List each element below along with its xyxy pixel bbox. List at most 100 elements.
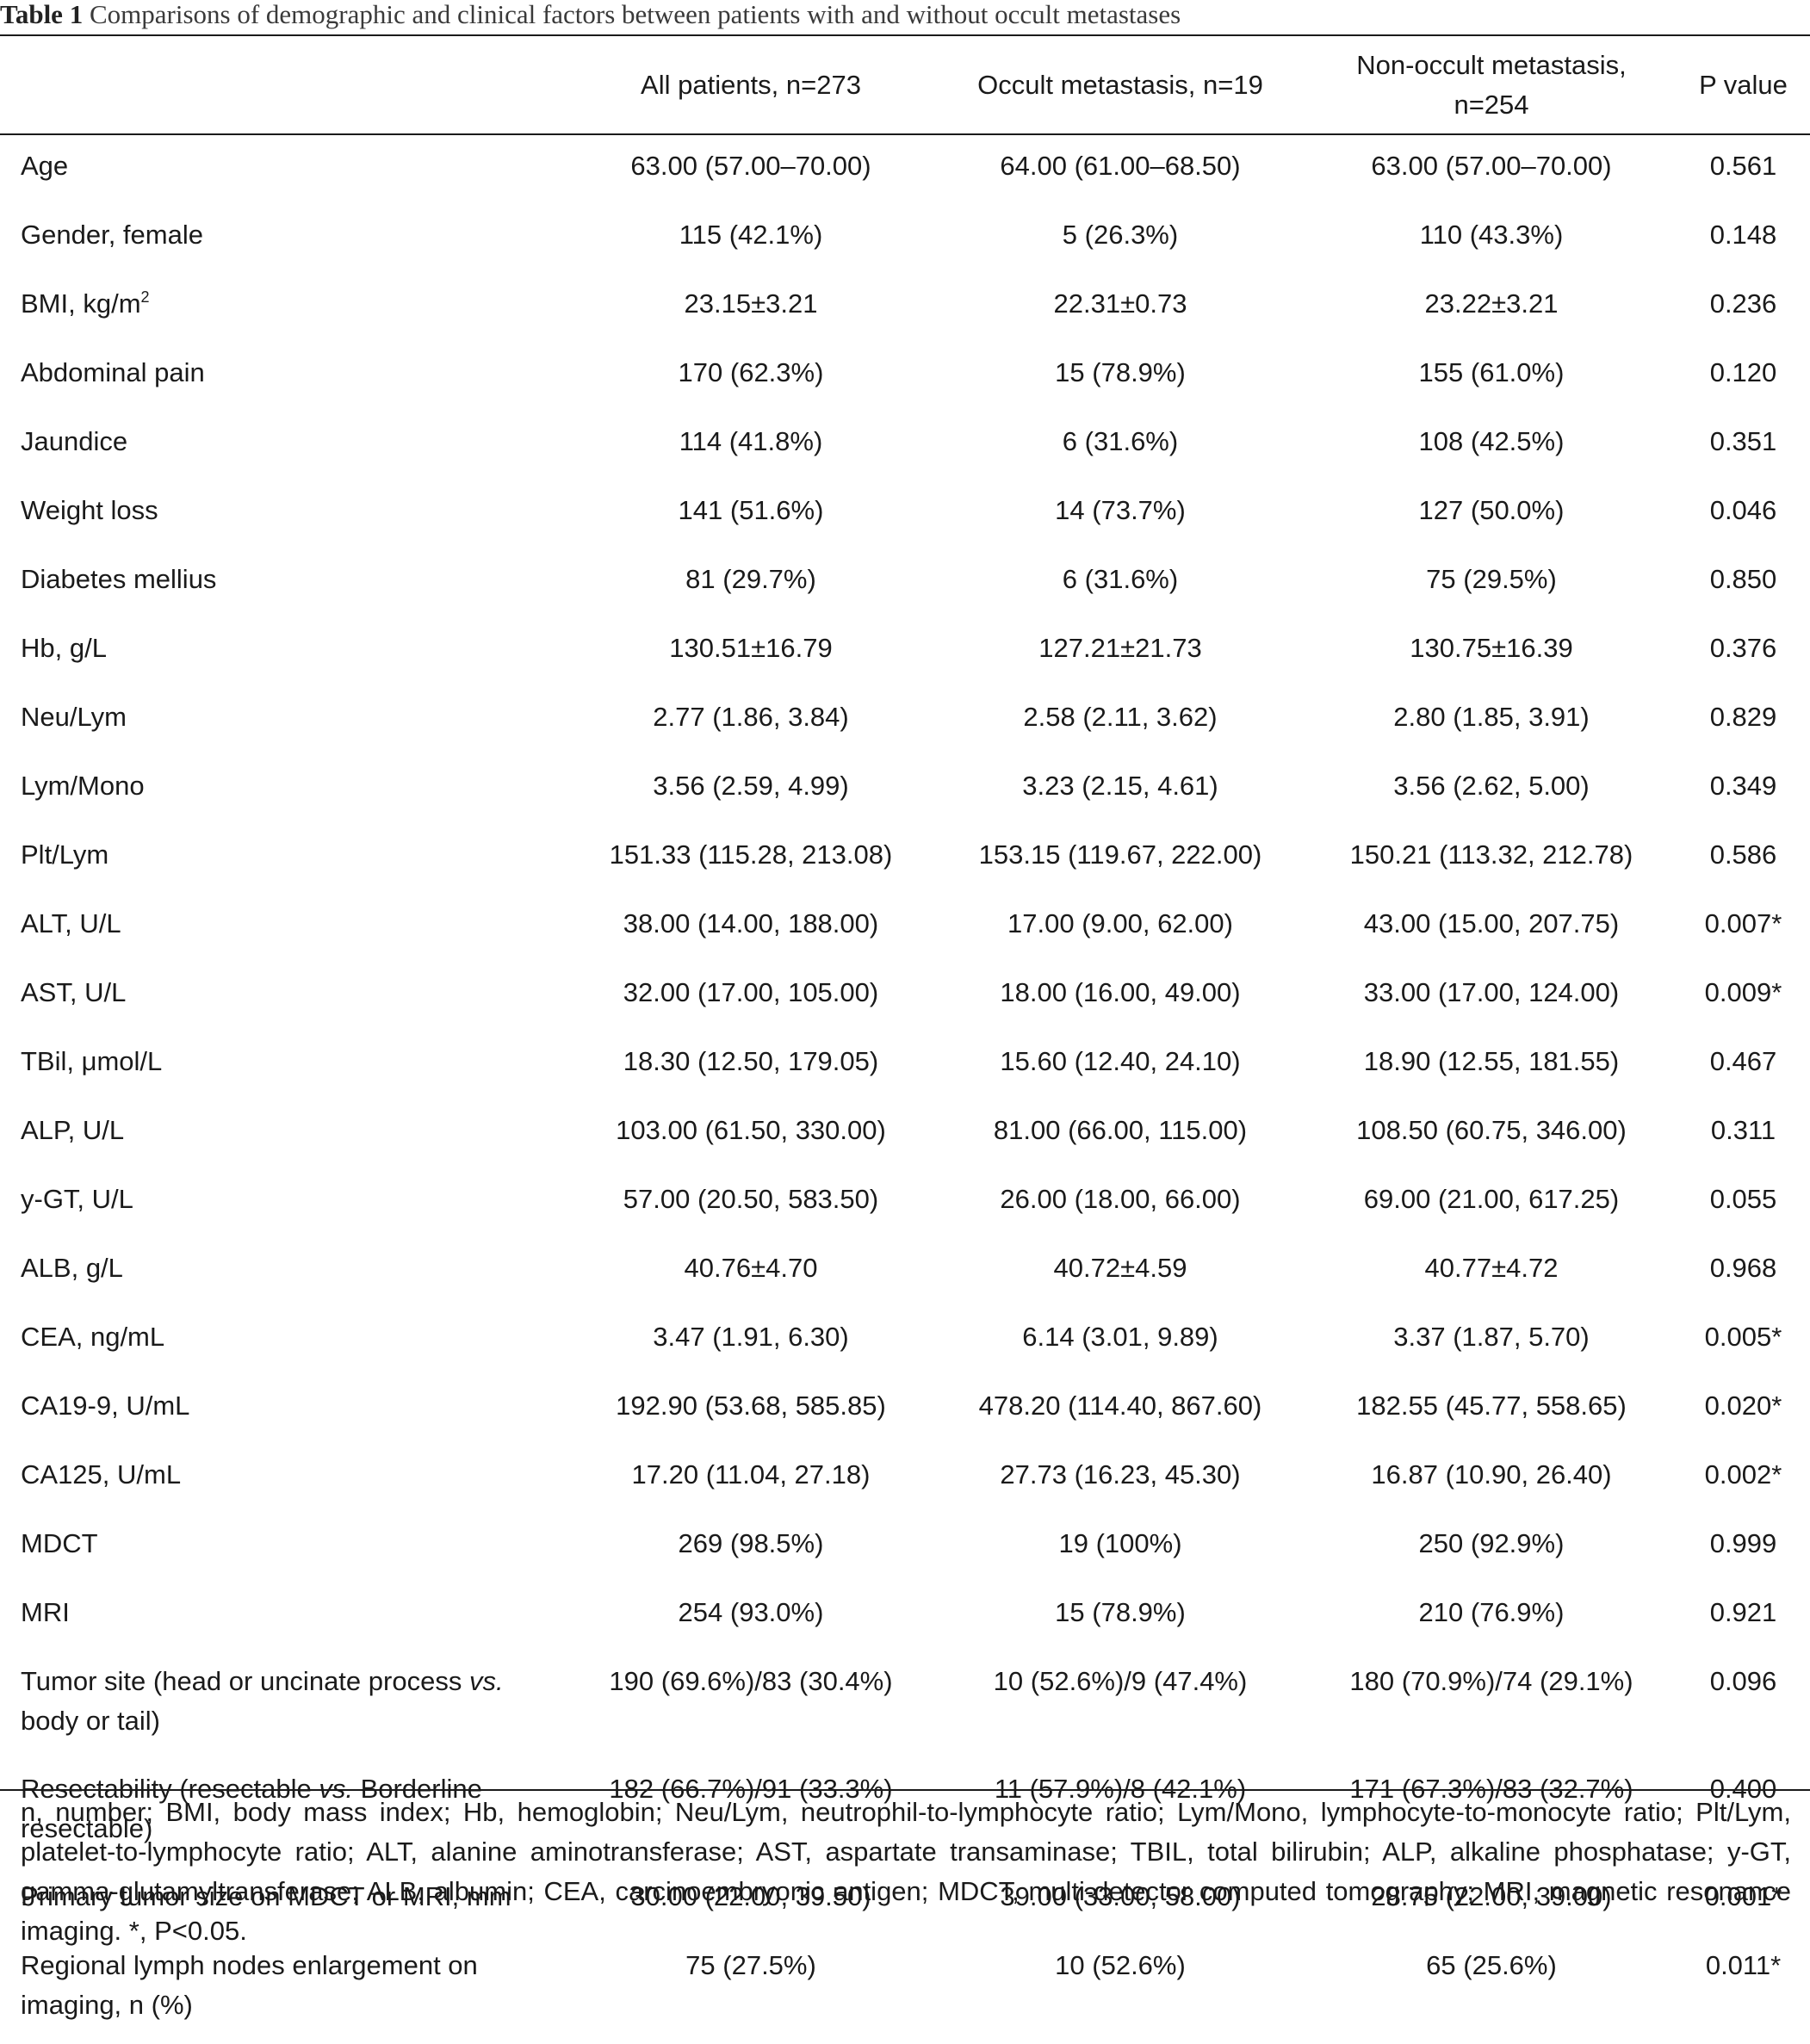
cell-occult: 11 (57.9%)/8 (42.1%) — [994, 1774, 1247, 1804]
table-row: MRI 254 (93.0%) 15 (78.9%) 210 (76.9%) 0.921 — [0, 1583, 1810, 1652]
cell-occult: 2.58 (2.11, 3.62) — [1023, 702, 1218, 732]
table-footnote: n, number; BMI, body mass index; Hb, hem… — [21, 1797, 1791, 1946]
cell-occult: 153.15 (119.67, 222.00) — [978, 839, 1262, 870]
table-row: Neu/Lym 2.77 (1.86, 3.84) 2.58 (2.11, 3.62… — [0, 688, 1810, 757]
table-row: Plt/Lym 151.33 (115.28, 213.08) 153.15 (11… — [0, 826, 1810, 895]
table-caption-label: Table 1 — [0, 0, 84, 29]
cell-all-patients: 103.00 (61.50, 330.00) — [616, 1115, 886, 1145]
table-row: BMI, kg/m2 23.15±3.21 22.31±0.73 23.22±3.21… — [0, 275, 1810, 344]
cell-all-patients: 114 (41.8%) — [679, 426, 823, 456]
cell-non-occult: 210 (76.9%) — [1418, 1597, 1565, 1627]
cell-variable: Abdominal pain — [21, 357, 205, 387]
cell-all-patients: 3.47 (1.91, 6.30) — [653, 1322, 849, 1352]
cell-non-occult: 110 (43.3%) — [1419, 220, 1564, 250]
cell-all-patients: 32.00 (17.00, 105.00) — [623, 977, 879, 1007]
table-row: CA125, U/mL 17.20 (11.04, 27.18) 27.73 (16… — [0, 1446, 1810, 1514]
cell-p-value: 0.096 — [1709, 1666, 1777, 1696]
cell-p-value: 0.968 — [1709, 1253, 1777, 1283]
bmi-unit-superscript: 2 — [140, 288, 150, 306]
table-row: Lym/Mono 3.56 (2.59, 4.99) 3.23 (2.15, 4.6… — [0, 757, 1810, 826]
cell-occult: 127.21±21.73 — [1038, 633, 1202, 663]
cell-p-value: 0.020* — [1704, 1391, 1782, 1421]
table-row: CA19-9, U/mL 192.90 (53.68, 585.85) 478.20… — [0, 1377, 1810, 1446]
cell-all-patients: 81 (29.7%) — [685, 564, 816, 594]
cell-occult: 81.00 (66.00, 115.00) — [993, 1115, 1248, 1145]
cell-variable: Lym/Mono — [21, 771, 145, 801]
cell-all-patients: 2.77 (1.86, 3.84) — [653, 702, 849, 732]
table-header-row: All patients, n=273 Occult metastasis, n… — [0, 36, 1810, 134]
cell-p-value: 0.120 — [1709, 357, 1777, 387]
cell-all-patients: 192.90 (53.68, 585.85) — [616, 1391, 886, 1421]
table-header-rule — [0, 133, 1810, 135]
cell-variable: BMI, kg/m2 — [21, 288, 150, 319]
cell-non-occult: 130.75±16.39 — [1410, 633, 1573, 663]
header-non-occult-label: Non-occult metastasis, n=254 — [1356, 50, 1627, 120]
cell-all-patients: 254 (93.0%) — [678, 1597, 824, 1627]
header-p-value: P value — [1699, 70, 1788, 100]
cell-occult: 39.00 (33.00, 58.00) — [1000, 1881, 1241, 1911]
cell-occult: 17.00 (9.00, 62.00) — [1007, 908, 1233, 938]
header-all-patients: All patients, n=273 — [641, 70, 861, 100]
cell-p-value: 0.999 — [1709, 1528, 1777, 1558]
cell-non-occult: 127 (50.0%) — [1418, 495, 1565, 525]
table-row: Resectability (resectable vs. Borderline… — [0, 1760, 1810, 1867]
table-row: Gender, female 115 (42.1%) 5 (26.3%) 110 (4… — [0, 206, 1810, 275]
italic-vs: vs. — [468, 1666, 504, 1696]
table-row: ALT, U/L 38.00 (14.00, 188.00) 17.00 (9.00… — [0, 895, 1810, 963]
cell-p-value: 0.148 — [1709, 220, 1777, 250]
cell-variable: Jaundice — [21, 426, 128, 456]
cell-occult: 6.14 (3.01, 9.89) — [1022, 1322, 1218, 1352]
cell-non-occult: 18.90 (12.55, 181.55) — [1363, 1046, 1620, 1076]
italic-vs: vs. — [319, 1774, 353, 1804]
cell-p-value: 0.351 — [1709, 426, 1777, 456]
cell-occult: 22.31±0.73 — [1053, 288, 1187, 319]
table-row: Weight loss 141 (51.6%) 14 (73.7%) 127 (50.… — [0, 481, 1810, 550]
cell-all-patients: 3.56 (2.59, 4.99) — [653, 771, 849, 801]
header-variable — [0, 36, 567, 134]
cell-occult: 5 (26.3%) — [1062, 220, 1179, 250]
cell-non-occult: 69.00 (21.00, 617.25) — [1363, 1184, 1620, 1214]
table-row: Tumor site (head or uncinate process vs.… — [0, 1652, 1810, 1760]
table-row: Primary tumor size on MDCT or MRI, mm 30.… — [0, 1867, 1810, 1936]
cell-p-value: 0.850 — [1709, 564, 1777, 594]
cell-occult: 15.60 (12.40, 24.10) — [1000, 1046, 1241, 1076]
cell-occult: 15 (78.9%) — [1055, 1597, 1186, 1627]
cell-occult: 15 (78.9%) — [1055, 357, 1186, 387]
cell-p-value: 0.311 — [1710, 1115, 1776, 1145]
table-row: Abdominal pain 170 (62.3%) 15 (78.9%) 155 (… — [0, 344, 1810, 412]
cell-p-value: 0.002* — [1704, 1459, 1782, 1490]
table-row: ALB, g/L 40.76±4.70 40.72±4.59 40.77±4.72 0.… — [0, 1239, 1810, 1308]
cell-all-patients: 151.33 (115.28, 213.08) — [609, 839, 893, 870]
cell-all-patients: 190 (69.6%)/83 (30.4%) — [609, 1666, 893, 1696]
header-non-occult: Non-occult metastasis, n=254 — [1306, 36, 1677, 134]
cell-variable: MRI — [21, 1597, 70, 1627]
cell-occult: 40.72±4.59 — [1053, 1253, 1187, 1283]
cell-non-occult: 3.56 (2.62, 5.00) — [1393, 771, 1590, 801]
cell-non-occult: 108.50 (60.75, 346.00) — [1356, 1115, 1627, 1145]
cell-occult: 27.73 (16.23, 45.30) — [1000, 1459, 1241, 1490]
cell-all-patients: 40.76±4.70 — [684, 1253, 818, 1283]
cell-occult: 18.00 (16.00, 49.00) — [1000, 977, 1241, 1007]
cell-variable: MDCT — [21, 1528, 98, 1558]
cell-all-patients: 141 (51.6%) — [678, 495, 824, 525]
cell-non-occult: 3.37 (1.87, 5.70) — [1393, 1322, 1590, 1352]
cell-variable: Resectability (resectable vs. Borderline… — [21, 1774, 482, 1843]
cell-all-patients: 17.20 (11.04, 27.18) — [631, 1459, 871, 1490]
cell-p-value: 0.561 — [1709, 151, 1777, 181]
table-header: All patients, n=273 Occult metastasis, n… — [0, 36, 1810, 134]
cell-non-occult: 63.00 (57.00–70.00) — [1371, 151, 1612, 181]
cell-non-occult: 33.00 (17.00, 124.00) — [1363, 977, 1620, 1007]
cell-variable: y-GT, U/L — [21, 1184, 133, 1214]
header-occult: Occult metastasis, n=19 — [977, 70, 1263, 100]
cell-non-occult: 75 (29.5%) — [1426, 564, 1557, 594]
cell-variable: TBil, μmol/L — [21, 1046, 163, 1076]
table-row: Age 63.00 (57.00–70.00) 64.00 (61.00–68.50… — [0, 134, 1810, 206]
cell-non-occult: 108 (42.5%) — [1418, 426, 1565, 456]
cell-p-value: 0.349 — [1709, 771, 1777, 801]
cell-non-occult: 40.77±4.72 — [1424, 1253, 1559, 1283]
cell-variable: Age — [21, 151, 69, 181]
cell-p-value: 0.001* — [1704, 1881, 1782, 1911]
cell-all-patients: 63.00 (57.00–70.00) — [630, 151, 871, 181]
table-row: ALP, U/L 103.00 (61.50, 330.00) 81.00 (66.… — [0, 1101, 1810, 1170]
